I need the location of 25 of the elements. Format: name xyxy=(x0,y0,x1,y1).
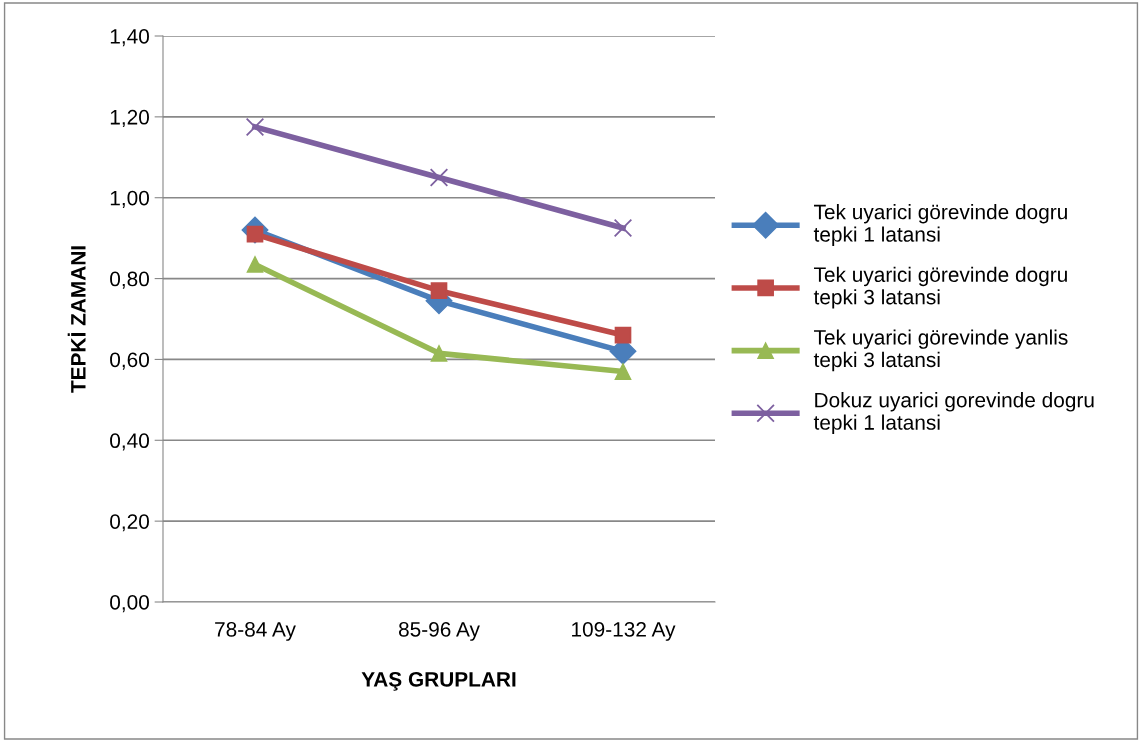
point xyxy=(430,282,448,300)
y-tick-label: 1,00 xyxy=(110,190,149,208)
y-tick-label: 0,20 xyxy=(110,514,149,532)
y-tick-label: 1,40 xyxy=(110,29,149,47)
legend-label: Tek uyarici görevinde yanlis tepki 3 latansi xyxy=(813,329,1068,372)
point xyxy=(245,117,265,137)
point xyxy=(429,168,449,187)
x-tick-label: 78-84 Ay xyxy=(215,621,296,641)
y-tick-label: 0,80 xyxy=(110,271,149,289)
x-tick-label: 109-132 Ay xyxy=(572,621,676,641)
x-axis-title: YAŞ GRUPLARI xyxy=(361,671,516,691)
point xyxy=(614,363,632,380)
point xyxy=(613,218,633,238)
legend-label: Tek uyarici görevinde dogru tepki 1 latansi xyxy=(813,204,1067,246)
y-tick-label: 0,40 xyxy=(110,433,149,451)
y-tick-label: 0,00 xyxy=(110,595,149,613)
y-tick-label: 0,60 xyxy=(110,352,149,370)
x-tick-label: 85-96 Ay xyxy=(398,621,480,641)
legend-label: Dokuz uyarici gorevinde dogru tepki 1 latansi xyxy=(813,392,1094,434)
point xyxy=(614,326,632,344)
legend-label: Tek uyarici görevinde dogru tepki 3 latansi xyxy=(813,266,1067,309)
point xyxy=(430,345,448,362)
y-tick-label: 1,20 xyxy=(110,109,149,128)
y-axis-title: TEPKİ ZAMANI xyxy=(67,246,86,393)
point xyxy=(246,256,264,273)
